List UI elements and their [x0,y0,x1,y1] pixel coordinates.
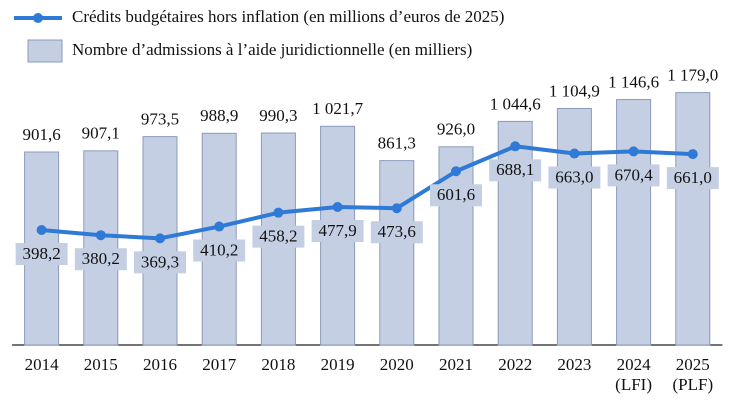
line-value-label: 688,1 [496,160,534,179]
x-tick-label: 2017 [202,355,237,374]
line-point [687,149,698,160]
bar [675,92,711,346]
x-tick-label: 2015 [83,355,118,374]
bar [556,107,592,346]
x-tick-label: 2014 [24,355,59,374]
label-bg [666,167,719,190]
bar-value-label: 861,3 [378,134,416,153]
line-value-label: 473,6 [378,222,416,241]
line-point [36,225,47,236]
x-tick-label: 2020 [379,355,414,374]
label-bg [74,248,127,271]
x-tick-label: 2018 [261,355,296,374]
line-point [214,221,225,232]
bar-value-label: 1 179,0 [667,66,718,85]
line-point [332,201,343,212]
x-tick-label: 2023 [557,355,592,374]
bar [379,160,415,346]
line-point [273,207,284,218]
x-tick-label: 2022 [498,355,533,374]
line-point [510,141,521,152]
bar-value-label: 907,1 [82,124,120,143]
label-bg [370,221,423,244]
line-value-label: 380,2 [82,249,120,268]
label-bg [134,251,186,274]
bar-value-label: 926,0 [437,120,475,139]
line-value-label: 398,2 [22,244,60,263]
x-tick-label: 2021 [439,355,473,374]
bar [438,146,474,346]
line-point [451,166,461,177]
legend-label: Crédits budgétaires hors inflation (en m… [72,7,504,26]
line-value-label: 601,6 [437,185,475,204]
bar [616,99,652,346]
line-value-label: 663,0 [555,167,593,186]
bar-value-label: 1 146,6 [608,72,659,91]
bar-value-label: 901,6 [22,125,60,144]
label-bg [607,164,660,187]
x-tick-label: 2016 [143,355,177,374]
line-point [569,148,580,159]
line-point [628,146,639,157]
bar [83,150,119,346]
bar [497,120,533,346]
line-value-label: 661,0 [674,168,712,187]
line-value-label: 458,2 [259,227,297,246]
line-value-label: 477,9 [318,221,356,240]
x-tick-label: 2025 (PLF) [672,355,714,394]
x-tick-label: 2019 [320,355,355,374]
bar-value-label: 1 021,7 [312,99,364,118]
line-value-label: 369,3 [141,252,179,271]
legend-swatch [33,13,43,23]
label-bg [430,184,482,207]
label-bg [548,166,601,189]
bar-value-label: 1 044,6 [490,94,541,113]
label-bg [311,219,364,242]
bar-value-label: 1 104,9 [549,81,600,100]
line-point [391,203,402,214]
bar-value-label: 973,5 [141,110,179,129]
line [41,144,693,241]
line-value-label: 410,2 [200,240,238,259]
legend-swatch [27,39,63,63]
bar-value-label: 988,9 [200,106,238,125]
x-tick-label: 2024 (LFI) [615,355,652,394]
label-bg [15,243,68,266]
legend-label: Nombre d’admissions à l’aide juridiction… [72,40,472,59]
line-value-label: 670,4 [614,165,653,184]
bar-value-label: 990,3 [259,106,297,125]
line-point [95,230,106,241]
label-bg [193,239,246,262]
label-bg [489,159,542,182]
line-point [155,233,165,244]
label-bg [252,225,305,248]
bar [201,132,237,346]
